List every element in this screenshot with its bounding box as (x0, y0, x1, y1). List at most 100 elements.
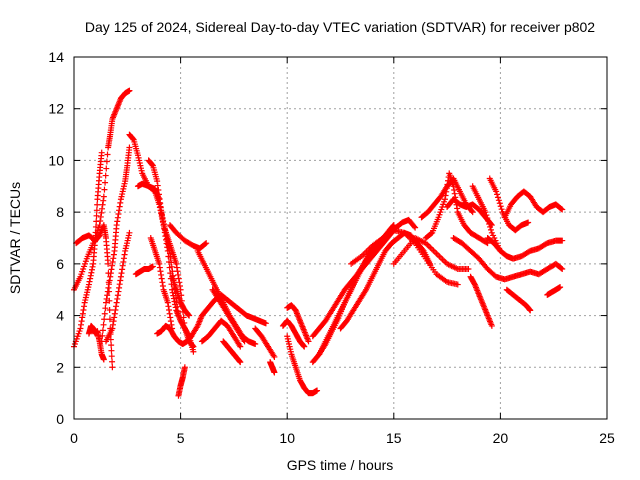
data-point (164, 238, 171, 245)
data-point (102, 172, 109, 179)
data-point (169, 289, 176, 296)
data-point (106, 316, 113, 323)
series-track-31 (390, 235, 472, 273)
series-track-23 (279, 317, 308, 350)
data-point (163, 235, 170, 242)
data-point (155, 191, 162, 198)
data-point (92, 235, 99, 241)
x-tick-label: 5 (177, 430, 185, 446)
series-track-36 (467, 273, 495, 329)
series-track-20 (220, 338, 244, 366)
data-point (99, 205, 106, 212)
data-point (119, 262, 126, 269)
data-point (468, 208, 475, 215)
data-point (116, 207, 123, 214)
series-track-29 (337, 229, 434, 332)
data-point (174, 303, 181, 310)
data-point (106, 281, 113, 288)
data-point (465, 266, 472, 273)
data-point (485, 218, 492, 225)
series-track-42 (544, 284, 564, 298)
data-point (165, 303, 172, 310)
data-point (488, 322, 495, 329)
data-point (166, 250, 173, 257)
data-point (120, 259, 127, 266)
data-point (174, 308, 181, 315)
data-point (100, 356, 107, 363)
data-point (236, 358, 243, 365)
y-tick-label: 14 (48, 49, 64, 65)
data-point (115, 288, 122, 295)
data-point (93, 207, 100, 214)
data-point (110, 318, 117, 325)
data-point (110, 255, 117, 262)
data-point (443, 185, 450, 192)
x-tick-label: 15 (386, 430, 402, 446)
data-point (159, 283, 166, 290)
data-point (79, 314, 86, 321)
series-track-19 (209, 286, 248, 345)
data-point (78, 318, 85, 325)
grid-lines (74, 57, 607, 419)
data-point (162, 229, 169, 236)
data-point (88, 266, 95, 273)
data-point (495, 197, 502, 204)
data-point (119, 266, 126, 273)
y-tick-label: 4 (56, 308, 64, 324)
data-point (314, 387, 321, 394)
data-point (173, 260, 180, 267)
data-point (160, 220, 167, 227)
data-point (559, 206, 566, 213)
data-point (98, 149, 105, 156)
data-point (101, 310, 108, 317)
data-point (168, 321, 175, 328)
series-track-4 (85, 322, 107, 363)
data-point (99, 201, 106, 208)
data-point (85, 281, 92, 288)
data-point (498, 206, 505, 213)
data-point (93, 218, 100, 225)
data-point (159, 215, 166, 222)
data-point (202, 240, 209, 247)
data-point (444, 181, 451, 188)
data-point (271, 353, 278, 360)
series-track-3 (71, 149, 105, 350)
data-point (99, 332, 106, 339)
data-point (161, 223, 168, 230)
series-track-12 (154, 322, 195, 348)
series-track-30 (348, 227, 461, 288)
data-point (189, 342, 196, 349)
series-track-21 (252, 325, 278, 360)
data-point (494, 194, 501, 201)
series-track-13 (175, 364, 188, 399)
data-point (111, 314, 118, 321)
data-point (113, 222, 120, 229)
data-point (108, 342, 115, 349)
data-point (105, 284, 112, 291)
data-point (185, 311, 192, 318)
data-point (164, 299, 171, 306)
data-point (113, 303, 120, 310)
data-point (176, 279, 183, 286)
data-point (159, 212, 166, 219)
data-point (111, 310, 118, 317)
x-axis-label: GPS time / hours (287, 457, 394, 473)
data-point (190, 343, 197, 350)
data-point (487, 226, 494, 233)
data-point (451, 190, 458, 197)
data-point (558, 205, 565, 212)
data-point (469, 209, 476, 216)
data-point (87, 272, 94, 279)
data-point (109, 364, 116, 371)
data-point (181, 364, 188, 371)
data-point (169, 268, 176, 275)
series-track-15 (169, 273, 193, 319)
data-point (130, 136, 137, 143)
data-point (120, 255, 127, 262)
data-point (93, 212, 100, 219)
x-tick-label: 10 (279, 430, 295, 446)
data-point (156, 195, 163, 202)
data-point (100, 197, 107, 204)
data-point (116, 284, 123, 291)
data-point (109, 262, 116, 269)
